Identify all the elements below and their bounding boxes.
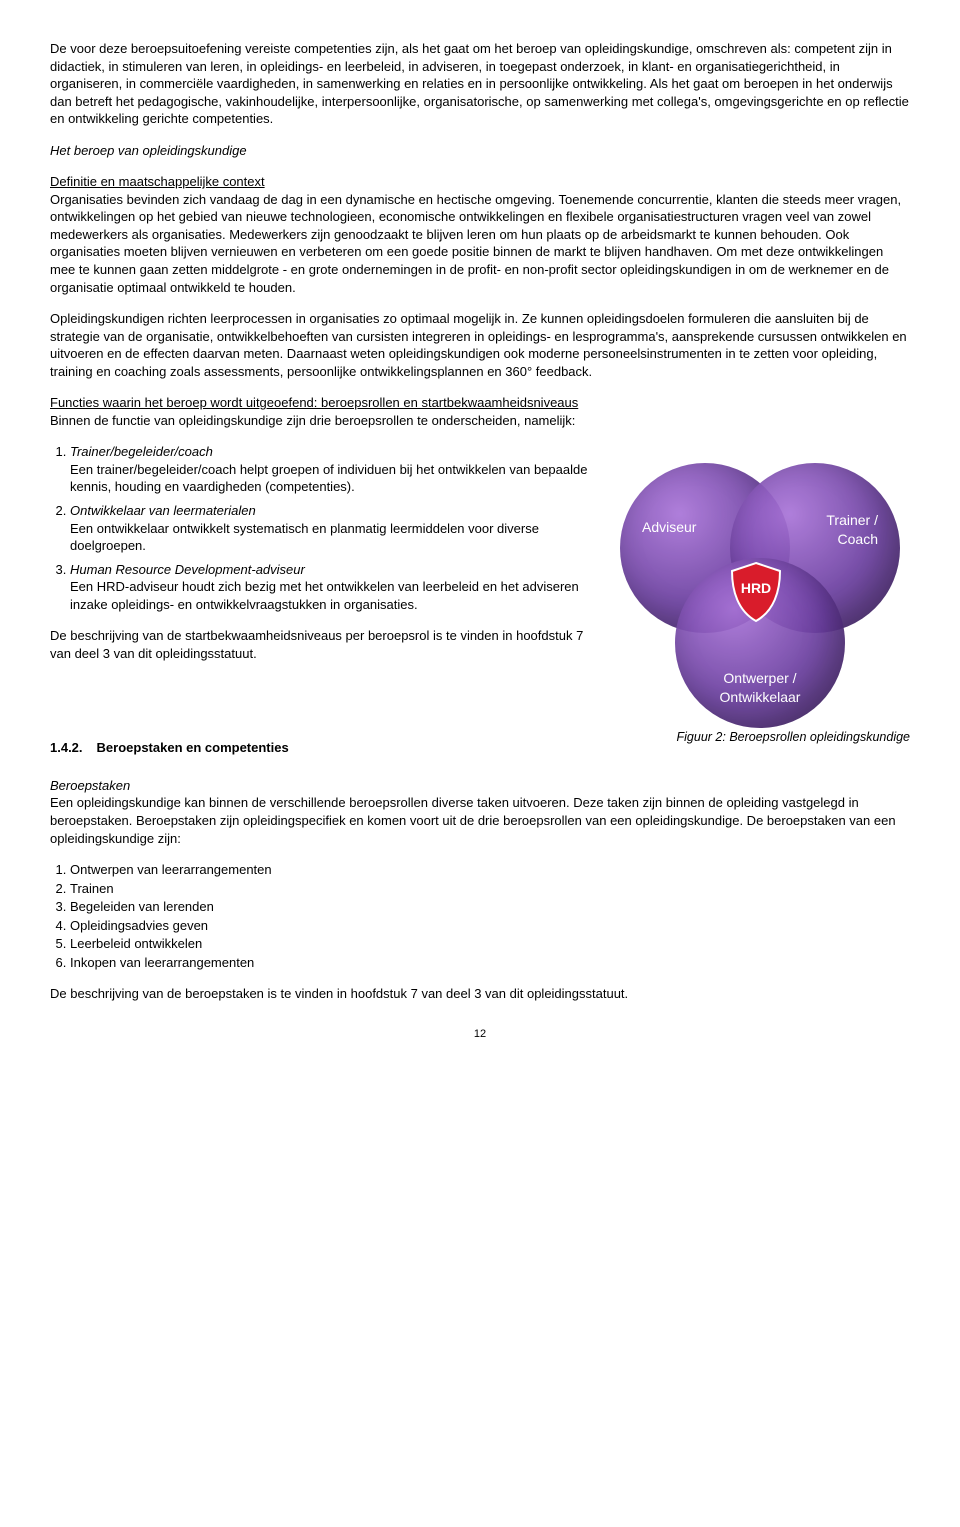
role-item: Trainer/begeleider/coach Een trainer/beg…	[70, 443, 590, 496]
definitie-heading: Definitie en maatschappelijke context	[50, 174, 265, 189]
venn-label-ontwerper: Ontwerper /Ontwikkelaar	[675, 669, 845, 707]
role-item: Human Resource Development-adviseur Een …	[70, 561, 590, 614]
roles-column: Trainer/begeleider/coach Een trainer/beg…	[50, 443, 590, 676]
definitie-block: Definitie en maatschappelijke context Or…	[50, 173, 910, 296]
beroepstaken-text: Een opleidingskundige kan binnen de vers…	[50, 795, 896, 845]
venn-diagram: Adviseur Trainer /Coach Ontwerper /Ontwi…	[610, 443, 910, 723]
richten-paragraph: Opleidingskundigen richten leerprocessen…	[50, 310, 910, 380]
heading-beroep: Het beroep van opleidingskundige	[50, 142, 910, 160]
role-item: Ontwikkelaar van leermaterialen Een ontw…	[70, 502, 590, 555]
section-number: 1.4.2.	[50, 739, 83, 757]
page-number: 12	[50, 1027, 910, 1042]
role-title: Trainer/begeleider/coach	[70, 444, 213, 459]
role-title: Ontwikkelaar van leermaterialen	[70, 503, 256, 518]
task-item: Opleidingsadvies geven	[70, 917, 910, 935]
venn-label-adviseur: Adviseur	[642, 518, 696, 537]
role-desc: Een trainer/begeleider/coach helpt groep…	[70, 462, 587, 495]
task-item: Trainen	[70, 880, 910, 898]
venn-shield: HRD	[728, 561, 784, 623]
venn-label-trainer: Trainer /Coach	[826, 511, 878, 549]
tasks-list: Ontwerpen van leerarrangementen Trainen …	[50, 861, 910, 971]
functies-block: Functies waarin het beroep wordt uitgeoe…	[50, 394, 910, 429]
section-title: Beroepstaken en competenties	[97, 739, 289, 757]
section-heading: 1.4.2. Beroepstaken en competenties	[50, 739, 289, 757]
roles-list: Trainer/begeleider/coach Een trainer/beg…	[50, 443, 590, 613]
intro-paragraph: De voor deze beroepsuitoefening vereiste…	[50, 40, 910, 128]
task-item: Ontwerpen van leerarrangementen	[70, 861, 910, 879]
role-desc: Een HRD-adviseur houdt zich bezig met he…	[70, 579, 579, 612]
roles-and-diagram: Trainer/begeleider/coach Een trainer/beg…	[50, 443, 910, 723]
venn-center-label: HRD	[728, 579, 784, 598]
functies-intro: Binnen de functie van opleidingskundige …	[50, 413, 575, 428]
closing-paragraph: De beschrijving van de beroepstaken is t…	[50, 985, 910, 1003]
figure-caption: Figuur 2: Beroepsrollen opleidingskundig…	[677, 729, 910, 746]
task-item: Begeleiden van lerenden	[70, 898, 910, 916]
role-desc: Een ontwikkelaar ontwikkelt systematisch…	[70, 521, 539, 554]
definitie-text: Organisaties bevinden zich vandaag de da…	[50, 192, 901, 295]
beroepstaken-heading: Beroepstaken	[50, 778, 130, 793]
start-paragraph: De beschrijving van de startbekwaamheids…	[50, 627, 590, 662]
venn-column: Adviseur Trainer /Coach Ontwerper /Ontwi…	[610, 443, 910, 723]
functies-heading: Functies waarin het beroep wordt uitgeoe…	[50, 395, 578, 410]
task-item: Leerbeleid ontwikkelen	[70, 935, 910, 953]
beroepstaken-block: Beroepstaken Een opleidingskundige kan b…	[50, 777, 910, 847]
task-item: Inkopen van leerarrangementen	[70, 954, 910, 972]
section-heading-row: 1.4.2. Beroepstaken en competenties Figu…	[50, 729, 910, 767]
role-title: Human Resource Development-adviseur	[70, 562, 305, 577]
